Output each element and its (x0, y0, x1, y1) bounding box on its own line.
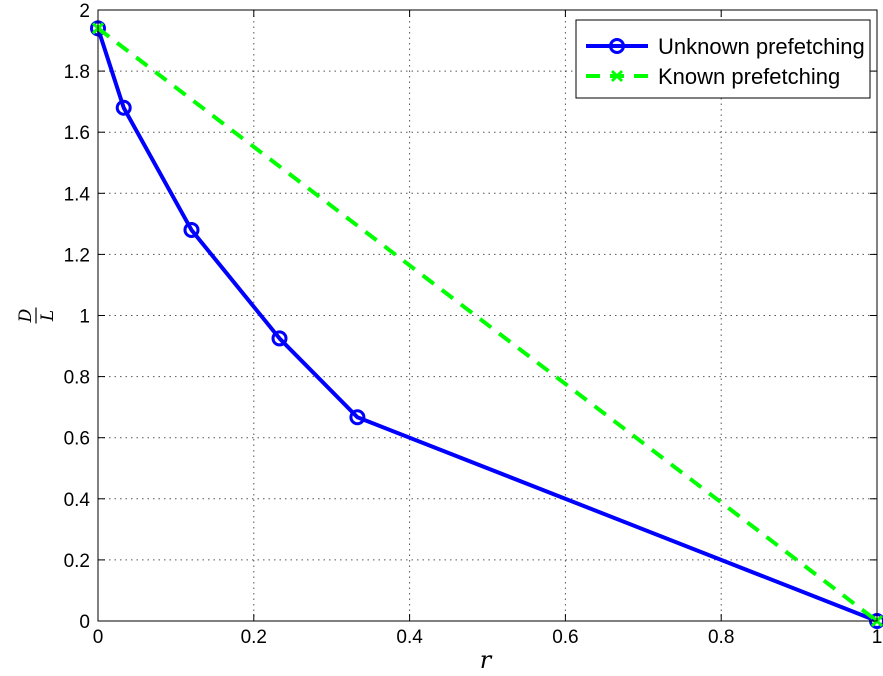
legend-entry-unknown-prefetching: Unknown prefetching (586, 34, 865, 59)
series-line-unknown-prefetching (96, 27, 878, 623)
x-tick-label: 0 (93, 627, 104, 648)
data-point-unknown-prefetching (115, 99, 132, 116)
y-tick-label: 1 (79, 307, 90, 328)
y-tick-label: 0.4 (64, 490, 91, 511)
data-point-unknown-prefetching (349, 409, 366, 426)
y-tick-label: 0.8 (64, 368, 90, 389)
data-point-unknown-prefetching (183, 221, 200, 238)
x-tick-label: 0.2 (241, 627, 267, 648)
legend-marker-circle (609, 38, 625, 54)
y-axis-label-denominator: L (38, 310, 58, 322)
legend-entry-known-prefetching: Known prefetching (586, 64, 840, 89)
y-tick-label: 0 (79, 612, 90, 633)
y-tick-label: 1.6 (64, 123, 90, 144)
y-tick-label: 1.8 (64, 62, 90, 83)
y-tick-label: 2 (79, 1, 90, 22)
legend-x-glyph (610, 69, 624, 83)
legend-label-unknown-prefetching: Unknown prefetching (658, 34, 865, 59)
legend: Unknown prefetching Known prefetching (575, 19, 871, 99)
plot-area-frame (97, 9, 878, 622)
x-tick-label: 1 (872, 627, 883, 648)
legend-label-known-prefetching: Known prefetching (658, 64, 840, 89)
x-axis-label: r (480, 646, 493, 674)
y-tick-label: 0.2 (64, 551, 90, 572)
tick-labels: 0 0.2 0.4 0.6 0.8 1 0 0.2 0.4 0.6 0.8 1 1.2 1.4 1.6 1.8… (64, 1, 883, 648)
y-tick-label: 0.6 (64, 429, 90, 450)
y-axis-label: D L (16, 307, 58, 324)
legend-marker-x (610, 69, 624, 83)
legend-box (575, 19, 871, 99)
x-marker-stroke (610, 69, 624, 83)
data-point-unknown-prefetching (271, 330, 288, 347)
y-axis-label-numerator: D (16, 308, 36, 323)
x-tick-label: 0.6 (552, 627, 578, 648)
y-tick-label: 1.2 (64, 245, 90, 266)
x-tick-label: 0.4 (396, 627, 423, 648)
y-tick-label: 1.4 (64, 184, 91, 205)
series-line-known-prefetching (96, 26, 879, 623)
x-tick-label: 0.8 (708, 627, 734, 648)
